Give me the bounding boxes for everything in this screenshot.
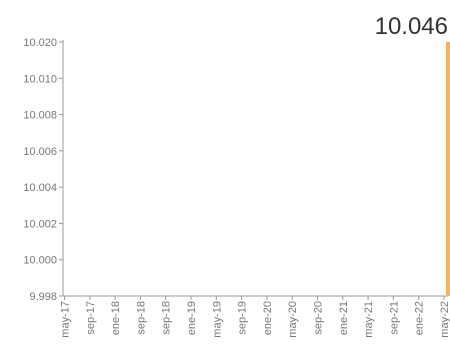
y-tick-label: 10.000 xyxy=(23,255,57,267)
x-tick-label: sep-18 xyxy=(161,301,173,335)
x-axis-ticks: may-17 sep-17 ene-18 sep-18 sep-18 ene-19 may-… xyxy=(60,296,450,338)
x-tick-label: ene-21 xyxy=(338,301,350,335)
x-tick-label: may-21 xyxy=(363,301,375,338)
x-tick-label: ene-18 xyxy=(110,301,122,335)
y-axis-ticks: 10.020 10.010 10.008 10.006 10.004 10.002 10.0… xyxy=(23,37,63,303)
x-tick-label: may-17 xyxy=(60,301,72,338)
y-tick-label: 10.010 xyxy=(23,73,57,85)
x-tick-label: may-20 xyxy=(287,301,299,338)
y-tick-label: 10.002 xyxy=(23,218,57,230)
x-tick-label: ene-20 xyxy=(262,301,274,335)
y-tick-label: 10.008 xyxy=(23,110,57,122)
y-tick-label: 10.020 xyxy=(23,37,57,49)
x-tick-label: sep-20 xyxy=(313,301,325,335)
y-tick-label: 10.006 xyxy=(23,146,57,158)
y-tick-label: 9.998 xyxy=(29,291,57,303)
x-tick-label: sep-17 xyxy=(85,301,97,335)
x-tick-label: sep-21 xyxy=(388,301,400,335)
x-tick-label: may-22 xyxy=(439,301,450,338)
y-tick-label: 10.004 xyxy=(23,182,57,194)
x-tick-label: ene-22 xyxy=(414,301,426,335)
value-label: 10.046 xyxy=(375,13,448,40)
bar-may-22 xyxy=(446,42,450,296)
x-tick-label: sep-18 xyxy=(135,301,147,335)
x-tick-label: may-19 xyxy=(211,301,223,338)
x-tick-label: ene-19 xyxy=(186,301,198,335)
x-tick-label: sep-19 xyxy=(237,301,249,335)
